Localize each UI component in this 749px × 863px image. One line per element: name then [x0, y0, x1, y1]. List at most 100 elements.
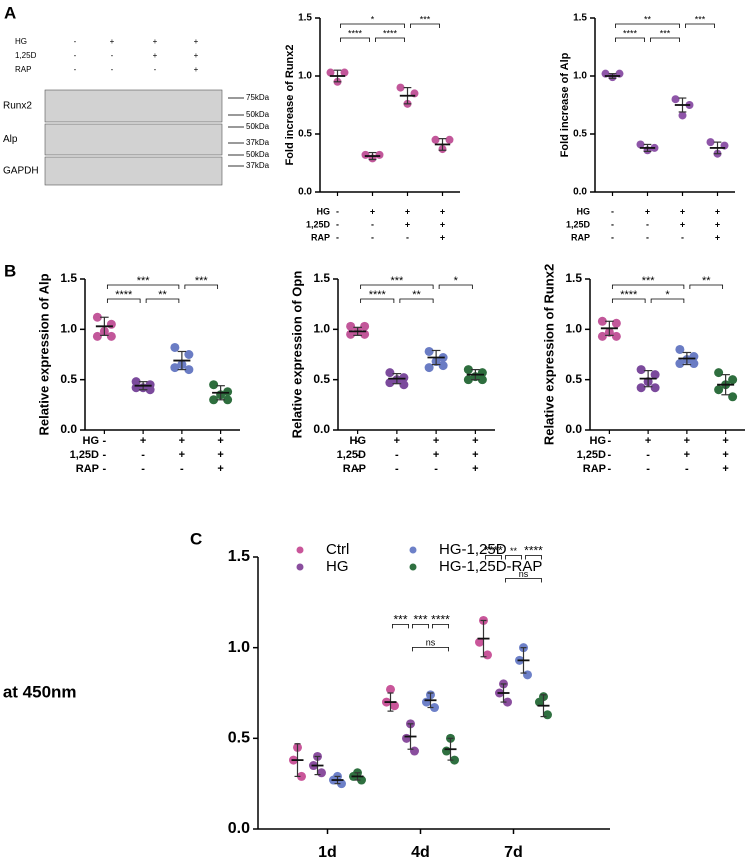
data-point	[340, 68, 349, 77]
condition-sign: +	[110, 37, 115, 46]
data-point	[399, 373, 409, 383]
condition-name: 1,25D	[306, 219, 331, 229]
data-point	[442, 746, 451, 756]
data-point	[430, 703, 439, 713]
data-point	[390, 701, 399, 711]
condition-name: RAP	[583, 463, 606, 475]
condition-sign: +	[722, 435, 728, 447]
y-tick-label: 1.0	[313, 322, 330, 336]
significance-bracket	[340, 37, 370, 42]
condition-sign: -	[395, 463, 399, 475]
data-point	[385, 368, 395, 378]
data-point	[361, 150, 370, 159]
condition-sign: -	[646, 463, 650, 475]
condition-sign: +	[715, 219, 720, 229]
condition-name: HG	[317, 206, 331, 216]
significance-bracket	[525, 555, 542, 560]
legend-label: HG-1,25D-RAP	[439, 558, 542, 575]
condition-sign: +	[405, 206, 410, 216]
significance-label: ***	[393, 613, 407, 627]
condition-sign: +	[440, 206, 445, 216]
condition-sign: +	[217, 449, 223, 461]
data-point	[386, 684, 395, 694]
data-point	[184, 350, 194, 359]
condition-name: 1,25D	[566, 219, 591, 229]
y-tick-label: 0.5	[573, 129, 587, 140]
significance-label: ****	[524, 544, 543, 558]
condition-sign: -	[371, 219, 374, 229]
condition-name: HG	[350, 435, 367, 447]
y-axis-label: Fold increase of Alp	[559, 52, 571, 157]
significance-label: ***	[390, 275, 404, 287]
significance-label: ****	[383, 28, 398, 38]
y-tick-label: 1.5	[228, 548, 250, 565]
significance-bracket	[145, 298, 180, 303]
significance-bracket	[650, 298, 685, 303]
condition-sign: -	[180, 463, 184, 475]
significance-bracket	[360, 298, 395, 303]
marker-label: 50kDa	[246, 110, 270, 119]
condition-sign: -	[141, 449, 145, 461]
condition-sign: -	[103, 435, 107, 447]
condition-name: 1,25D	[15, 51, 37, 60]
legend-marker	[409, 563, 417, 571]
significance-label: ****	[369, 289, 387, 301]
condition-sign: -	[608, 463, 612, 475]
y-tick-label: 0.5	[60, 372, 77, 386]
legend-marker	[409, 546, 417, 554]
condition-sign: +	[394, 435, 400, 447]
condition-name: RAP	[76, 463, 99, 475]
blot-strip	[44, 156, 223, 186]
condition-name: HG	[15, 37, 27, 46]
data-point	[450, 755, 459, 765]
data-point	[438, 361, 448, 371]
y-tick-label: 1.0	[60, 322, 77, 336]
significance-bracket	[611, 298, 646, 303]
condition-sign: -	[646, 449, 650, 461]
y-tick-label: 1.0	[228, 639, 250, 656]
significance-label: ***	[660, 28, 671, 38]
x-tick-label: 7d	[504, 844, 523, 861]
condition-name: 1,25D	[337, 449, 366, 461]
condition-sign: +	[405, 219, 410, 229]
data-point	[184, 365, 194, 375]
condition-sign: +	[684, 435, 690, 447]
significance-label: ****	[115, 289, 133, 301]
y-tick-label: 0.0	[298, 187, 312, 198]
data-point	[706, 138, 715, 147]
significance-label: ns	[426, 638, 436, 648]
condition-name: HG	[83, 435, 100, 447]
condition-sign: +	[370, 206, 375, 216]
condition-sign: +	[722, 449, 728, 461]
data-point	[145, 385, 155, 395]
condition-name: RAP	[15, 65, 31, 74]
data-point	[326, 68, 335, 77]
significance-label: ***	[413, 613, 427, 627]
condition-sign: -	[646, 232, 649, 242]
x-tick-label: 4d	[411, 844, 430, 861]
data-point	[636, 365, 646, 375]
y-axis-label: Relative expression of Runx2	[541, 264, 556, 445]
condition-sign: +	[153, 37, 158, 46]
significance-label: **	[158, 289, 167, 301]
y-tick-label: 1.0	[298, 71, 312, 82]
y-tick-label: 1.5	[313, 271, 330, 285]
condition-sign: -	[141, 463, 145, 475]
data-point	[360, 321, 370, 331]
significance-label: ns	[519, 569, 529, 579]
data-point	[678, 111, 687, 120]
significance-bracket	[360, 284, 434, 289]
data-point	[650, 383, 660, 393]
y-tick-label: 0.0	[565, 422, 582, 436]
condition-sign: -	[395, 449, 399, 461]
data-point	[422, 697, 431, 707]
condition-sign: -	[336, 206, 339, 216]
condition-sign: +	[433, 449, 439, 461]
data-point	[209, 395, 219, 405]
significance-bracket	[485, 555, 502, 560]
condition-sign: -	[103, 463, 107, 475]
condition-sign: -	[356, 463, 360, 475]
data-point	[346, 321, 356, 331]
significance-bracket	[438, 284, 473, 289]
